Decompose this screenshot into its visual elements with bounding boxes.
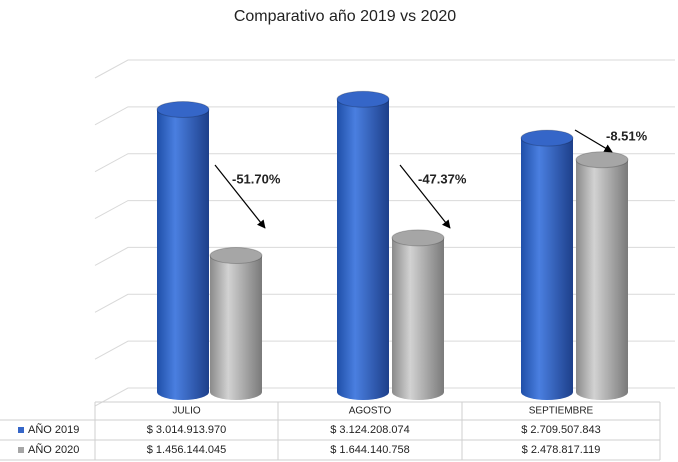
cylinder-top <box>336 90 390 108</box>
legend-label: AÑO 2020 <box>28 443 79 456</box>
x-tick-label: SEPTIEMBRE <box>529 406 594 417</box>
x-tick-label: JULIO <box>172 406 201 417</box>
grid-line <box>94 153 675 173</box>
arrow <box>574 129 613 153</box>
legend-label: AÑO 2019 <box>28 423 79 436</box>
grid-line <box>94 200 675 220</box>
data-label: $ 3.014.913.970 <box>147 424 227 436</box>
cylinder-body <box>521 138 573 400</box>
grid-line <box>94 387 675 407</box>
cylinder-body <box>210 255 262 400</box>
data-label: $ 1.456.144.045 <box>147 444 227 456</box>
cylinder-top <box>391 229 445 247</box>
chart-title: Comparativo año 2019 vs 2020 <box>234 8 456 25</box>
grid-line <box>94 293 675 313</box>
grid-line <box>94 106 675 126</box>
annotation: -8.51% <box>606 128 648 143</box>
cylinder-top <box>520 129 574 147</box>
cylinder-top <box>156 100 210 118</box>
data-label: $ 3.124.208.074 <box>330 424 410 436</box>
data-label: $ 1.644.140.758 <box>330 444 410 456</box>
data-label: $ 2.709.507.843 <box>521 424 601 436</box>
cylinder-body <box>157 109 209 401</box>
arrow <box>399 164 451 229</box>
legend-key <box>18 447 24 453</box>
annotation: -47.37% <box>418 171 467 186</box>
grid-line <box>94 340 675 360</box>
cylinder-body <box>392 237 444 400</box>
cylinder-body <box>337 99 389 400</box>
grid-line <box>94 246 675 266</box>
grid-line <box>94 59 675 79</box>
data-label: $ 2.478.817.119 <box>522 444 601 456</box>
cylinder-body <box>576 159 628 400</box>
arrow <box>214 164 266 229</box>
x-tick-label: AGOSTO <box>349 406 392 417</box>
annotation: -51.70% <box>232 171 281 186</box>
cylinder-top <box>575 151 629 169</box>
legend-key <box>18 427 24 433</box>
cylinder-top <box>209 247 263 265</box>
